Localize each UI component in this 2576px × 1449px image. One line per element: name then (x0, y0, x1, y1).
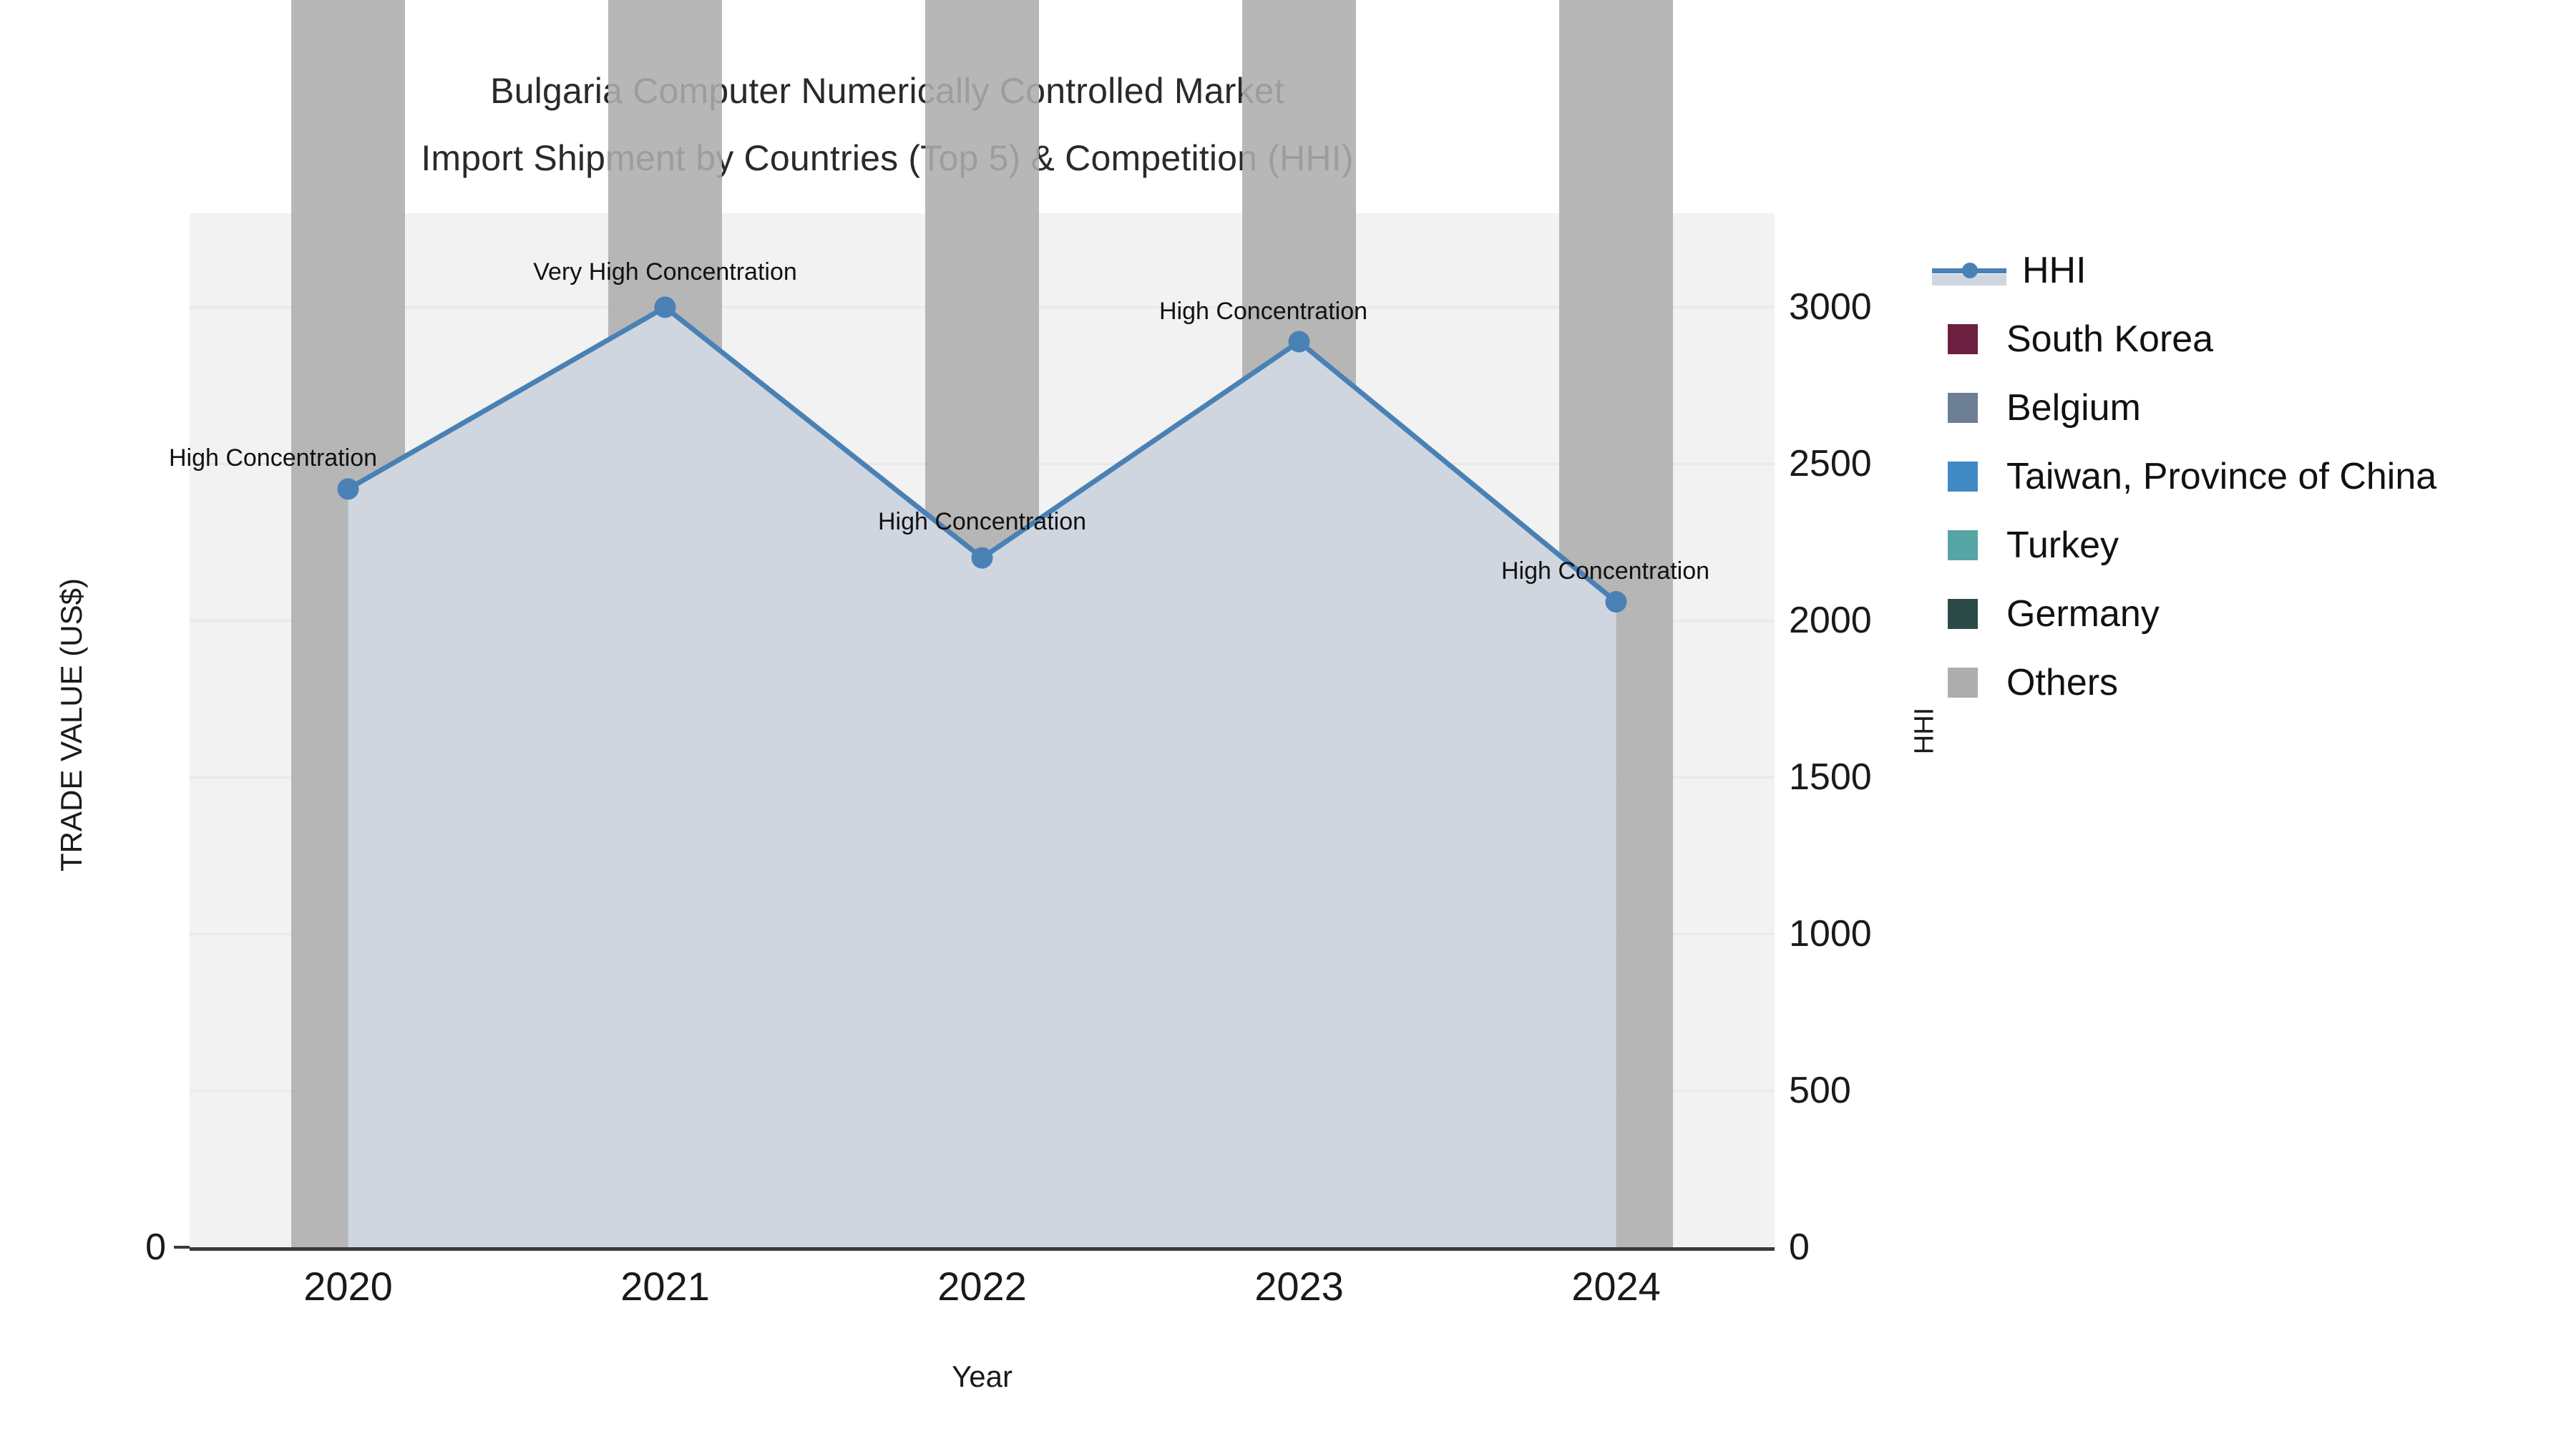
y-axis-right-tick-label: 3000 (1789, 286, 1872, 328)
bar-segment[interactable] (291, 0, 406, 1247)
y-axis-right-tick-label: 2000 (1789, 600, 1872, 642)
y-axis-right-tick-label: 500 (1789, 1070, 1851, 1112)
y-axis-left-title: TRADE VALUE (US$) (54, 577, 88, 872)
hhi-annotation-label: High Concentration (1501, 557, 1710, 585)
legend-line-dot (1962, 263, 1978, 278)
legend-item[interactable]: Taiwan, Province of China (1932, 442, 2562, 511)
hhi-annotation-label: High Concentration (877, 507, 1087, 535)
y-axis-right-tick-label: 2500 (1789, 443, 1872, 485)
legend-color-swatch (1948, 462, 1978, 492)
hhi-annotation-label: High Concentration (1158, 297, 1368, 325)
legend-item-label: Belgium (2006, 387, 2141, 429)
x-axis-tick-label: 2023 (1254, 1264, 1344, 1309)
y-axis-right-tick-label: 0 (1789, 1226, 1810, 1268)
legend-color-swatch (1948, 668, 1978, 698)
legend-item-label: South Korea (2006, 318, 2214, 360)
chart-title-line-1: Bulgaria Computer Numerically Controlled… (490, 71, 1284, 111)
y-axis-right-labels: 0 500 1000 1500 2000 2500 3000 (1789, 0, 1975, 1449)
hhi-annotation-label: Very High Concentration (533, 258, 797, 286)
bar-segment[interactable] (608, 0, 723, 1247)
legend-item-label: HHI (2022, 250, 2087, 291)
legend-item-label: Others (2006, 662, 2119, 703)
y-axis-left-labels: TRADE VALUE (US$) 05M10M15M20M25M (0, 0, 166, 1449)
legend-color-swatch (1948, 599, 1978, 629)
y-axis-right-tick-label: 1500 (1789, 756, 1872, 799)
chart-title-line-2: Import Shipment by Countries (Top 5) & C… (421, 138, 1354, 178)
legend: HHI South Korea Belgium Taiwan, Province of… (1932, 236, 2562, 717)
legend-item[interactable]: Turkey (1932, 511, 2562, 580)
legend-item-label: Germany (2006, 593, 2160, 635)
x-axis-tick-label: 2024 (1571, 1264, 1661, 1309)
y-axis-left-tick (174, 1246, 190, 1249)
legend-line-icon (1932, 255, 2006, 286)
x-axis-tick-label: 2021 (620, 1264, 710, 1309)
bar-segment[interactable] (1241, 0, 1357, 1247)
hhi-annotation-label: High Concentration (168, 444, 378, 472)
legend-item[interactable]: South Korea (1932, 305, 2562, 374)
chart-title: Bulgaria Computer Numerically Controlled… (0, 57, 1775, 192)
legend-color-swatch (1948, 324, 1978, 354)
legend-item[interactable]: Belgium (1932, 374, 2562, 442)
legend-item[interactable]: Others (1932, 648, 2562, 717)
y-axis-left-tick-label: 0 (145, 1226, 166, 1268)
x-axis-title: Year (952, 1360, 1013, 1393)
legend-color-swatch (1948, 393, 1978, 423)
x-axis-tick-label: 2022 (937, 1264, 1027, 1309)
legend-item[interactable]: HHI (1932, 236, 2562, 305)
legend-item[interactable]: Germany (1932, 580, 2562, 648)
bar-segment[interactable] (924, 0, 1040, 1247)
legend-item-label: Turkey (2006, 525, 2119, 566)
legend-area-band (1932, 274, 2006, 286)
legend-color-swatch (1948, 530, 1978, 560)
legend-item-label: Taiwan, Province of China (2006, 456, 2437, 497)
y-axis-right-tick-label: 1000 (1789, 913, 1872, 955)
x-axis-line (190, 1247, 1775, 1251)
x-axis-tick-label: 2020 (303, 1264, 393, 1309)
bar-segment[interactable] (1558, 0, 1674, 1247)
